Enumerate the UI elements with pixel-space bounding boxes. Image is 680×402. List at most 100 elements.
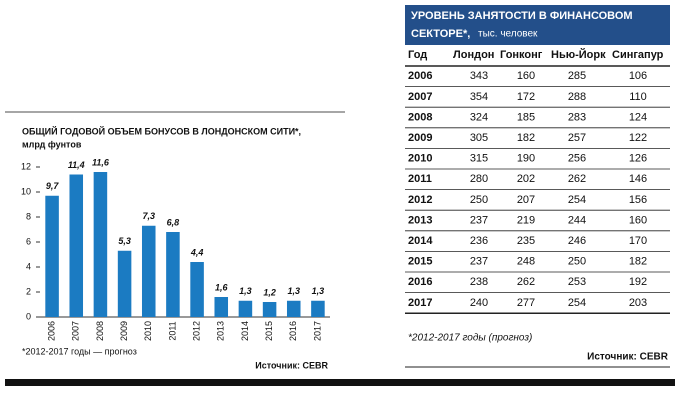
value-label: 6,8 (167, 217, 180, 227)
table-cell: 160 (517, 70, 535, 82)
table-cell: 246 (568, 235, 586, 247)
table-cell: 2015 (408, 256, 432, 268)
x-tick-label: 2007 (71, 321, 81, 341)
table-cell: 244 (568, 214, 586, 226)
table-cell: 254 (568, 194, 586, 206)
table-cell: 156 (629, 194, 647, 206)
x-tick-label: 2014 (240, 321, 250, 341)
table-cell: 283 (568, 111, 586, 123)
value-label: 1,3 (287, 286, 300, 296)
table-cell: 2007 (408, 91, 432, 103)
table-cell: 2017 (408, 297, 432, 309)
bottom-rule (5, 379, 675, 386)
value-label: 7,3 (142, 211, 155, 221)
table-title: СЕКТОРЕ*, (411, 28, 470, 40)
table-cell: 202 (517, 173, 535, 185)
table-header-cell: Год (408, 49, 427, 61)
table-cell: 354 (470, 91, 488, 103)
y-tick-label: 2 (26, 286, 31, 296)
bar (238, 300, 253, 317)
table-cell: 240 (470, 297, 488, 309)
table-cell: 248 (517, 256, 535, 268)
table-cell: 324 (470, 111, 488, 123)
bar (190, 262, 204, 317)
y-tick-label: 12 (21, 161, 31, 171)
bar (166, 232, 180, 317)
y-tick-label: 10 (21, 186, 31, 196)
table-unit: тыс. человек (478, 29, 538, 40)
table-cell: 277 (517, 297, 535, 309)
table-cell: 2016 (408, 276, 432, 288)
table-cell: 343 (470, 70, 488, 82)
y-tick-label: 8 (26, 211, 31, 221)
table-cell: 182 (629, 256, 647, 268)
table-cell: 122 (629, 132, 647, 144)
table-cell: 2008 (408, 111, 432, 123)
table-header-box (405, 5, 670, 45)
table-header-cell: Лондон (453, 49, 494, 61)
table-cell: 110 (629, 91, 647, 103)
bar (69, 174, 84, 317)
table-cell: 124 (629, 111, 647, 123)
table-cell: 236 (470, 235, 488, 247)
table-header-cell: Гонконг (500, 49, 543, 61)
table-cell: 146 (629, 173, 647, 185)
table-cell: 285 (568, 70, 586, 82)
value-label: 1,6 (215, 282, 229, 292)
table-title: УРОВЕНЬ ЗАНЯТОСТИ В ФИНАНСОВОМ (411, 10, 633, 22)
table-cell: 288 (568, 91, 586, 103)
table-cell: 182 (517, 132, 535, 144)
table-cell: 237 (470, 214, 488, 226)
value-label: 11,4 (68, 160, 85, 170)
value-label: 1,2 (263, 287, 276, 297)
bar (45, 195, 59, 317)
x-tick-label: 2013 (216, 321, 226, 341)
chart-source: Источник: CEBR (255, 360, 328, 370)
table-cell: 305 (470, 132, 488, 144)
table-cell: 2011 (408, 173, 432, 185)
x-tick-label: 2011 (167, 321, 177, 340)
table-cell: 238 (470, 276, 488, 288)
table-cell: 235 (517, 235, 535, 247)
table-cell: 203 (629, 297, 647, 309)
table-cell: 253 (568, 276, 586, 288)
y-tick-label: 4 (26, 261, 31, 271)
table-cell: 172 (517, 91, 535, 103)
table-cell: 2012 (408, 194, 432, 206)
value-label: 4,4 (190, 247, 204, 257)
table-cell: 170 (629, 235, 647, 247)
bar (117, 250, 132, 317)
table-cell: 192 (629, 276, 647, 288)
x-tick-label: 2012 (191, 321, 201, 341)
value-label: 5,3 (118, 236, 131, 246)
table-cell: 237 (470, 256, 488, 268)
table-cell: 207 (517, 194, 535, 206)
x-tick-label: 2010 (143, 321, 153, 341)
chart-title: ОБЩИЙ ГОДОВОЙ ОБЪЕМ БОНУСОВ В ЛОНДОНСКОМ… (22, 125, 301, 136)
table-header-cell: Нью-Йорк (551, 48, 606, 61)
table-cell: 106 (629, 70, 647, 82)
table-cell: 315 (470, 153, 488, 165)
table-cell: 190 (517, 153, 535, 165)
y-tick-label: 6 (26, 236, 31, 246)
x-tick-label: 2006 (46, 321, 56, 341)
x-tick-label: 2015 (264, 321, 274, 341)
bar (214, 297, 229, 317)
value-label: 11,6 (92, 157, 110, 167)
value-label: 1,3 (239, 286, 252, 296)
table-cell: 2009 (408, 132, 432, 144)
table-note: *2012-2017 годы (прогноз) (408, 333, 532, 344)
table-cell: 262 (517, 276, 535, 288)
table-cell: 2006 (408, 70, 432, 82)
bar (141, 225, 156, 317)
bar (311, 300, 325, 317)
x-tick-label: 2017 (312, 321, 322, 341)
chart-note: *2012-2017 годы — прогноз (22, 346, 137, 356)
table-cell: 2013 (408, 214, 432, 226)
x-tick-label: 2008 (95, 321, 105, 341)
value-label: 1,3 (312, 286, 325, 296)
table-cell: 2010 (408, 153, 432, 165)
bar (286, 300, 301, 317)
value-label: 9,7 (46, 181, 60, 191)
